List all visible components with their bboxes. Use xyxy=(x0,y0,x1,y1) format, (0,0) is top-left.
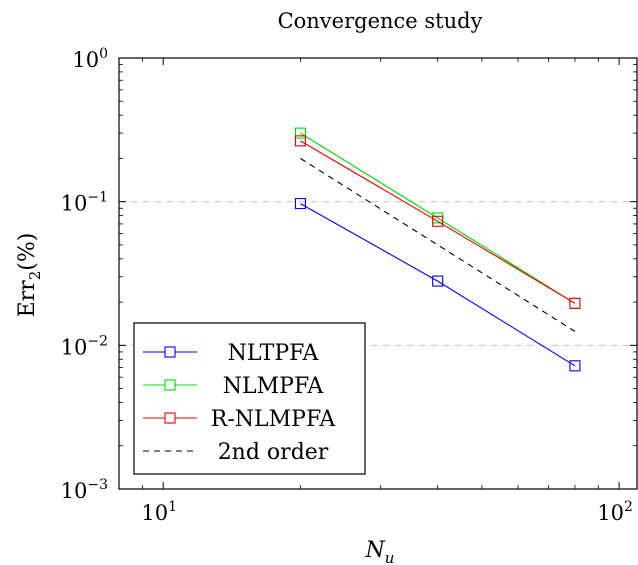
legend-marker xyxy=(164,346,176,358)
legend-entry: R-NLMPFA xyxy=(143,407,336,432)
series-nltpfa xyxy=(294,198,581,372)
legend: NLTPFA NLMPFA R-NLMPFA 2nd order xyxy=(133,322,366,475)
legend-label: NLTPFA xyxy=(228,341,320,366)
series-line xyxy=(300,203,576,367)
x-tick-label: 101 xyxy=(141,499,177,525)
major-ticks xyxy=(119,57,637,490)
legend-entry: 2nd order xyxy=(143,440,329,465)
series-r-nlmpfa xyxy=(294,135,581,309)
tick-labels: 101 102 100 10−1 10−2 10−3 xyxy=(61,46,633,525)
series-layer xyxy=(294,127,581,372)
data-point xyxy=(569,297,581,309)
plot-frame xyxy=(118,57,638,490)
data-point xyxy=(294,198,306,210)
x-tick-label: 102 xyxy=(597,499,633,525)
series-line xyxy=(300,157,576,332)
legend-entry: NLTPFA xyxy=(143,341,319,366)
series-line xyxy=(300,140,576,304)
data-point xyxy=(569,297,581,309)
legend-marker xyxy=(164,412,176,424)
y-tick-label: 10−1 xyxy=(61,190,108,216)
legend-entry: NLMPFA xyxy=(143,374,324,399)
data-point xyxy=(432,275,444,287)
x-axis-label: Nu xyxy=(365,538,395,565)
series-line xyxy=(300,132,576,304)
legend-label: R-NLMPFA xyxy=(211,407,337,432)
data-point xyxy=(294,127,306,139)
data-point xyxy=(569,360,581,372)
legend-label: 2nd order xyxy=(218,440,329,465)
legend-label: NLMPFA xyxy=(223,374,325,399)
data-point xyxy=(432,215,444,227)
legend-marker xyxy=(164,379,176,391)
y-tick-label: 100 xyxy=(72,46,108,72)
minor-ticks xyxy=(118,58,637,489)
y-tick-label: 10−2 xyxy=(61,333,108,359)
y-axis-label: Err2(%) xyxy=(15,233,44,318)
data-point xyxy=(294,135,306,147)
series-2nd-order xyxy=(300,157,576,332)
chart-title: Convergence study xyxy=(278,9,483,33)
y-tick-label: 10−3 xyxy=(61,477,108,503)
